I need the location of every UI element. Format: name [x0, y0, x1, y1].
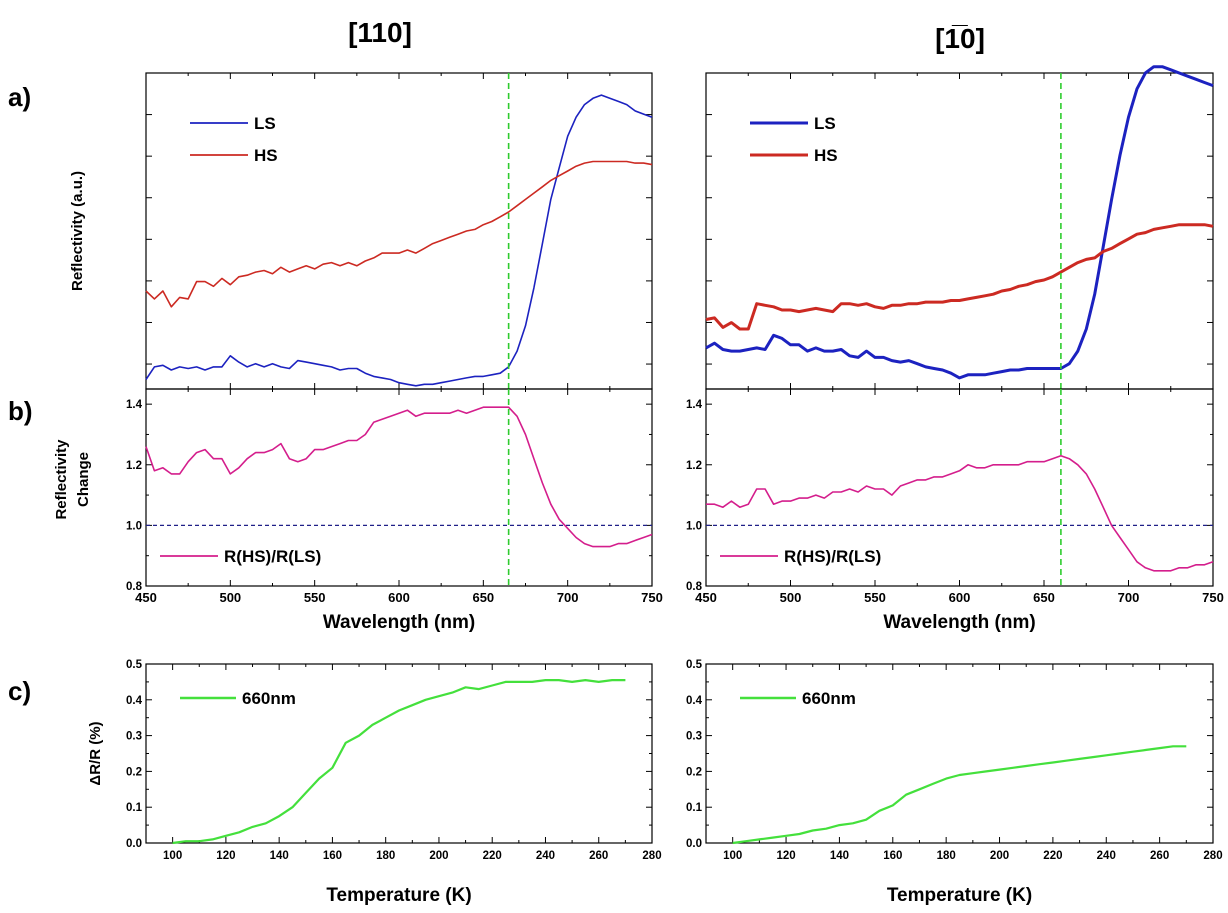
x-tick-label: 450 [135, 590, 157, 605]
panel-c-left-chart: 0.0 0.1 0.2 0.3 0.4 0.5 100 120 140 160 180 200 220 2… [87, 659, 662, 906]
series-line-hs [145, 160, 653, 308]
y-tick-label: 0.8 [126, 581, 143, 593]
x-tick-label: 650 [472, 590, 494, 605]
x-tick-label: 120 [216, 850, 235, 862]
x-tick-label: 160 [883, 850, 902, 862]
series-line-660nm [172, 678, 626, 845]
x-tick-label: 220 [1043, 850, 1062, 862]
panel-b-right-chart: 0.8 1.0 1.2 1.4 450 500 550 600 650 700 750 R(HS)/R… [686, 388, 1224, 633]
x-tick-label: 600 [949, 590, 971, 605]
x-tick-label: 750 [641, 590, 663, 605]
plot-frame [705, 663, 1214, 844]
y-axis-title-line: Change [75, 452, 92, 507]
x-tick-label: 260 [1150, 850, 1169, 862]
x-tick-label: 280 [1203, 850, 1222, 862]
series-line-660nm [732, 745, 1187, 845]
x-tick-label: 240 [536, 850, 555, 862]
x-tick-label: 100 [163, 850, 182, 862]
x-tick-label: 450 [695, 590, 717, 605]
x-tick-label: 600 [388, 590, 410, 605]
x-tick-label: 140 [270, 850, 289, 862]
x-tick-label: 550 [864, 590, 886, 605]
series-line-r-hs-r-ls- [145, 406, 653, 548]
x-axis-title: Wavelength (nm) [323, 612, 475, 633]
plot-frame [145, 663, 653, 844]
y-tick-label: 1.0 [686, 520, 702, 532]
panel-c-right-chart: 0.0 0.1 0.2 0.3 0.4 0.5 100 120 140 160 180 200 220 2… [686, 659, 1223, 906]
y-tick-label: 0.2 [686, 766, 702, 778]
legend-label: HS [254, 146, 278, 165]
y-tick-label: 1.4 [686, 399, 703, 411]
y-axis-title: Reflectivity (a.u.) [69, 171, 86, 291]
y-tick-label: 0.0 [126, 838, 142, 850]
legend-label: HS [814, 146, 838, 165]
x-tick-label: 220 [483, 850, 502, 862]
y-tick-label: 0.4 [686, 695, 703, 707]
x-tick-label: 240 [1097, 850, 1116, 862]
y-tick-label: 0.1 [686, 802, 703, 814]
x-tick-label: 500 [219, 590, 241, 605]
plot-frame [145, 388, 653, 587]
legend-label: 660nm [802, 689, 856, 708]
series-line-ls [705, 65, 1214, 380]
x-tick-label: 180 [376, 850, 395, 862]
x-tick-label: 100 [723, 850, 742, 862]
legend-label: R(HS)/R(LS) [784, 547, 881, 566]
x-axis-title: Wavelength (nm) [883, 612, 1035, 633]
y-tick-label: 0.4 [126, 695, 143, 707]
y-tick-label: 1.2 [686, 460, 702, 472]
series-line-ls [145, 94, 653, 387]
x-tick-label: 550 [304, 590, 326, 605]
panel-a-left-chart: LS HS Reflectivity (a.u.) [69, 72, 653, 390]
series-line-r-hs-r-ls- [706, 454, 1214, 572]
x-tick-label: 650 [1033, 590, 1055, 605]
y-tick-label: 0.5 [126, 659, 143, 671]
legend-label: LS [254, 114, 276, 133]
y-tick-label: 1.0 [126, 520, 142, 532]
panel-b-left-chart: 0.8 1.0 1.2 1.4 450 500 550 600 650 700 750 R(HS)/R… [53, 388, 663, 633]
y-tick-label: 0.3 [126, 731, 142, 743]
legend-label: LS [814, 114, 836, 133]
panel-letter-b: b) [8, 396, 33, 426]
y-tick-label: 1.4 [126, 399, 143, 411]
column-title-left: [110] [348, 17, 412, 48]
x-axis-title: Temperature (K) [326, 885, 471, 906]
plot-frame [705, 72, 1214, 390]
x-tick-label: 120 [776, 850, 795, 862]
x-tick-label: 750 [1202, 590, 1224, 605]
y-tick-label: 0.2 [126, 766, 142, 778]
x-tick-label: 260 [589, 850, 608, 862]
x-tick-label: 200 [429, 850, 448, 862]
x-tick-label: 200 [990, 850, 1009, 862]
x-tick-label: 280 [642, 850, 661, 862]
y-tick-label: 0.0 [686, 838, 702, 850]
panel-letter-c: c) [8, 676, 31, 706]
series-line-hs [705, 223, 1214, 331]
legend-label: 660nm [242, 689, 296, 708]
x-tick-label: 700 [557, 590, 579, 605]
y-tick-label: 0.1 [126, 802, 143, 814]
y-tick-label: 0.3 [686, 731, 702, 743]
x-tick-label: 700 [1118, 590, 1140, 605]
x-tick-label: 160 [323, 850, 342, 862]
x-tick-label: 140 [830, 850, 849, 862]
x-tick-label: 500 [780, 590, 802, 605]
y-tick-label: 0.5 [686, 659, 703, 671]
y-axis-title-line: Reflectivity [53, 439, 70, 520]
plot-frame [705, 388, 1214, 587]
x-tick-label: 180 [937, 850, 956, 862]
y-tick-label: 1.2 [126, 460, 142, 472]
x-axis-title: Temperature (K) [887, 885, 1032, 906]
panel-letter-a: a) [8, 82, 31, 112]
panel-a-right-chart: LS HS [705, 65, 1214, 390]
y-axis-title: ΔR/R (%) [87, 721, 104, 785]
legend-label: R(HS)/R(LS) [224, 547, 321, 566]
plot-frame [145, 72, 653, 390]
y-tick-label: 0.8 [686, 581, 703, 593]
column-title-right: [1̅0] [935, 23, 985, 54]
